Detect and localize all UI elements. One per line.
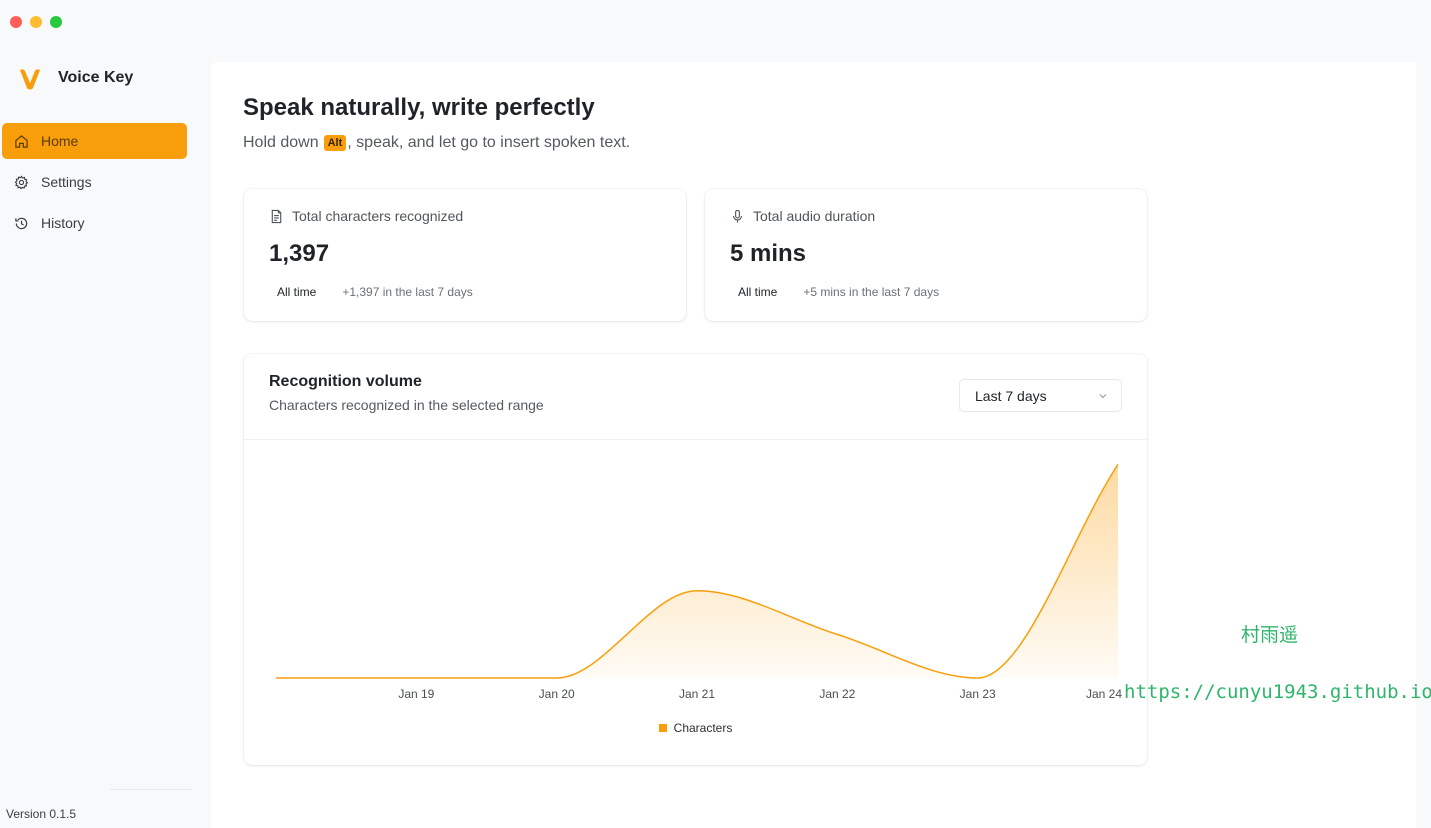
sidebar-item-label: Home	[41, 133, 79, 149]
chevron-down-icon	[1099, 393, 1107, 398]
chart-legend: Characters	[244, 721, 1147, 735]
chart-series-line	[275, 463, 1119, 679]
stat-label: Total characters recognized	[292, 208, 464, 224]
area-chart: Jan 19 Jan 20 Jan 21 Jan 22 Jan 23 Jan 24	[275, 463, 1122, 701]
legend-swatch	[658, 724, 667, 732]
sidebar: Voice Key Home Settings	[0, 0, 200, 828]
x-axis-tick-label: Jan 19	[398, 687, 434, 701]
sidebar-item-settings[interactable]: Settings	[2, 164, 187, 200]
stat-period-badge: All time	[277, 285, 317, 299]
home-icon	[14, 134, 29, 149]
chart-divider	[244, 439, 1147, 440]
subtitle-text-before: Hold down	[243, 134, 319, 151]
watermark-text: 村雨遥	[1241, 624, 1299, 646]
main-content: Speak naturally, write perfectly Hold do…	[211, 62, 1416, 828]
recognition-volume-card: Recognition volume Characters recognized…	[244, 354, 1147, 765]
voice-key-logo-icon	[20, 69, 40, 90]
sidebar-item-label: Settings	[41, 174, 92, 190]
x-axis-tick-label: Jan 21	[679, 687, 715, 701]
legend-label: Characters	[673, 721, 733, 735]
stat-card-characters: Total characters recognized 1,397 All ti…	[244, 189, 686, 321]
chart-title: Recognition volume	[269, 373, 422, 390]
stat-card-header: Total audio duration	[730, 208, 875, 224]
stat-change-note: +5 mins in the last 7 days	[803, 285, 940, 299]
document-icon	[271, 209, 282, 223]
x-axis-tick-label: Jan 23	[960, 687, 996, 701]
watermark-url: https://cunyu1943.github.io	[1124, 681, 1431, 703]
stat-footer: All time +5 mins in the last 7 days	[730, 285, 939, 299]
sidebar-divider	[110, 789, 192, 790]
stat-period-badge: All time	[738, 285, 778, 299]
stat-value: 5 mins	[730, 240, 807, 267]
page-title: Speak naturally, write perfectly	[243, 94, 595, 121]
stat-card-audio-duration: Total audio duration 5 mins All time +5 …	[705, 189, 1147, 321]
x-axis-tick-label: Jan 24	[1086, 687, 1122, 701]
app-version: Version 0.1.5	[6, 807, 77, 821]
close-window-button[interactable]	[10, 16, 22, 28]
gear-icon	[14, 174, 29, 190]
window-controls	[10, 16, 62, 28]
sidebar-item-label: History	[41, 215, 85, 231]
stat-footer: All time +1,397 in the last 7 days	[269, 285, 473, 299]
brand: Voice Key	[16, 64, 133, 92]
page-subtitle: Hold down Alt , speak, and let go to ins…	[243, 134, 630, 152]
date-range-select[interactable]: Last 7 days	[959, 379, 1122, 412]
microphone-icon	[733, 209, 742, 223]
date-range-value: Last 7 days	[975, 387, 1047, 404]
x-axis-tick-label: Jan 20	[539, 687, 575, 701]
stat-label: Total audio duration	[753, 208, 876, 224]
x-axis-tick-label: Jan 22	[819, 687, 855, 701]
sidebar-nav: Home Settings History	[2, 123, 187, 246]
stat-card-header: Total characters recognized	[269, 208, 463, 224]
app-name: Voice Key	[58, 69, 134, 86]
stat-change-note: +1,397 in the last 7 days	[342, 285, 473, 299]
stat-value: 1,397	[269, 240, 330, 267]
minimize-window-button[interactable]	[30, 16, 42, 28]
hotkey-badge: Alt	[323, 135, 347, 151]
chart-subtitle: Characters recognized in the selected ra…	[269, 397, 544, 413]
maximize-window-button[interactable]	[50, 16, 62, 28]
subtitle-text-after: , speak, and let go to insert spoken tex…	[347, 134, 631, 151]
chart-area-fill	[276, 464, 1118, 678]
sidebar-item-home[interactable]: Home	[2, 123, 187, 159]
history-icon	[14, 216, 29, 231]
sidebar-item-history[interactable]: History	[2, 205, 187, 241]
